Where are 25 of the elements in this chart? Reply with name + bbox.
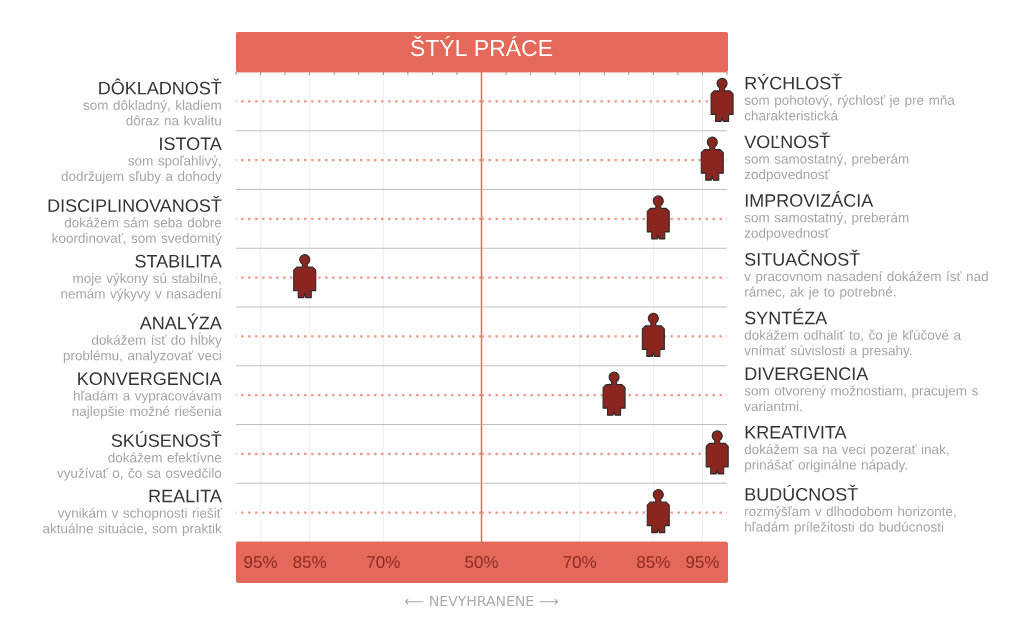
x-tick-label: 85% <box>637 555 670 569</box>
y-tick-label: STABILITA moje výkony sú stabilné, nemám výkyvy v nasadení <box>61 254 222 302</box>
y-tick-label: IMPROVIZÁCIA som samostatný, preberám zodpovednosť <box>744 191 909 241</box>
x-tick-label: 85% <box>293 555 327 569</box>
y-tick-label: KREATIVITA dokážem sa na veci pozerať inak, prinášať originálne nápady. <box>744 426 949 473</box>
y-tick-label: ANALÝZA dokážem ísť do hĺbky problému, analyzovať veci <box>63 313 222 363</box>
y-tick-label: REALITA vynikám v schopnosti riešiť aktuálne situácie, som praktik <box>43 489 222 537</box>
y-tick-label: ISTOTA som spoľahlivý, dodržujem sľuby a dohody <box>61 137 222 184</box>
x-tick-label: 70% <box>563 555 597 569</box>
y-tick-label: VOĽNOSŤ som samostatný, preberám zodpovednosť <box>744 132 909 182</box>
y-tick-label: RÝCHLOSŤ som pohotový, rýchlosť je pre mňa charakteristická <box>744 73 955 121</box>
y-tick-label: SKÚSENOSŤ dokážem efektívne využívať o, čo sa osvedčilo <box>56 431 222 481</box>
y-tick-label: DISCIPLINOVANOSŤ dokážem sám seba dobre koordinovať, som svedomitý <box>48 196 222 246</box>
x-tick-label: 95% <box>686 555 719 569</box>
x-tick-label: 95% <box>244 555 277 569</box>
y-tick-label: SYNTÉZA dokážem odhaliť to, čo je kľúčové a vnímať súvislosti a presahy. <box>744 308 962 358</box>
chart-title: ŠTÝL PRÁCE <box>410 35 553 57</box>
y-tick-label: DIVERGENCIA som otvorený možnostiam, pracujem s variantmi. <box>744 367 978 412</box>
y-tick-label: SITUAČNOSŤ v pracovnom nasadení dokážem ísť nad rámec, ak je to potrebné. <box>744 249 988 300</box>
x-axis-title: ⟵ NEVYHRANENE ⟶ <box>405 595 559 607</box>
x-tick-label: 50% <box>465 555 498 569</box>
x-tick-label: 70% <box>367 555 400 569</box>
y-tick-label: KONVERGENCIA hľadám a vypracovávam najlepšie možné riešenia <box>72 372 222 419</box>
y-tick-label: BUDÚCNOSŤ rozmýšľam v dlhodobom horizonte, hľadám príležitosti do budúcnosti <box>745 484 956 535</box>
y-tick-label: DÔKLADNOSŤ som dôkladný, kladiem dôraz na kvalitu <box>83 78 222 126</box>
